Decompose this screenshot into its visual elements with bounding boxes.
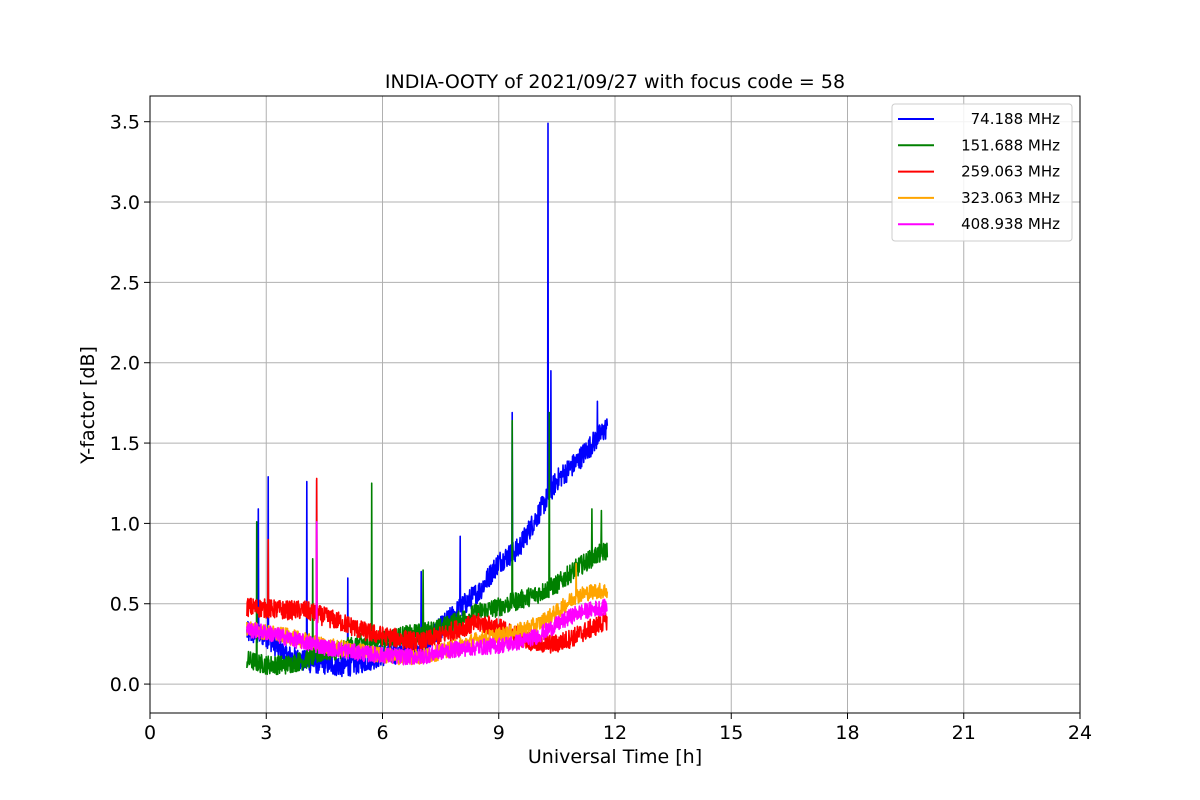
x-tick-label: 24 <box>1068 722 1092 744</box>
x-tick-label: 12 <box>603 722 627 744</box>
y-tick-label: 3.0 <box>110 192 140 214</box>
y-tick-label: 0.0 <box>110 674 140 696</box>
x-tick-label: 21 <box>952 722 976 744</box>
legend-label: 259.063 MHz <box>961 163 1060 181</box>
y-axis-label: Y-factor [dB] <box>77 346 99 465</box>
y-tick-label: 1.0 <box>110 513 140 535</box>
legend-box <box>891 103 1073 242</box>
y-tick-label: 0.5 <box>110 594 140 616</box>
y-tick-label: 3.5 <box>110 112 140 134</box>
x-tick-label: 3 <box>260 722 272 744</box>
y-tick-label: 1.5 <box>110 433 140 455</box>
x-tick-label: 18 <box>835 722 859 744</box>
series-line-5 <box>246 521 608 666</box>
legend-label: 74.188 MHz <box>971 110 1060 128</box>
series-line-3 <box>246 477 608 654</box>
y-tick-label: 2.0 <box>110 353 140 375</box>
x-tick-label: 9 <box>493 722 505 744</box>
x-tick-label: 0 <box>144 722 156 744</box>
x-tick-label: 6 <box>376 722 388 744</box>
series-lines <box>246 122 609 678</box>
chart-title: INDIA-OOTY of 2021/09/27 with focus code… <box>385 71 845 93</box>
x-axis-label: Universal Time [h] <box>528 746 702 768</box>
legend: 74.188 MHz 151.688 MHz 259.063 MHz 323.063 … <box>891 103 1073 242</box>
x-axis: 0 3 6 9 12 15 18 21 24 <box>144 713 1092 744</box>
legend-label: 151.688 MHz <box>961 136 1060 154</box>
y-axis: 0.0 0.5 1.0 1.5 2.0 2.5 3.0 3.5 <box>110 112 150 696</box>
legend-label: 408.938 MHz <box>961 215 1060 233</box>
series-line-2 <box>246 411 609 676</box>
legend-label: 323.063 MHz <box>961 189 1060 207</box>
y-tick-label: 2.5 <box>110 272 140 294</box>
x-tick-label: 15 <box>719 722 743 744</box>
